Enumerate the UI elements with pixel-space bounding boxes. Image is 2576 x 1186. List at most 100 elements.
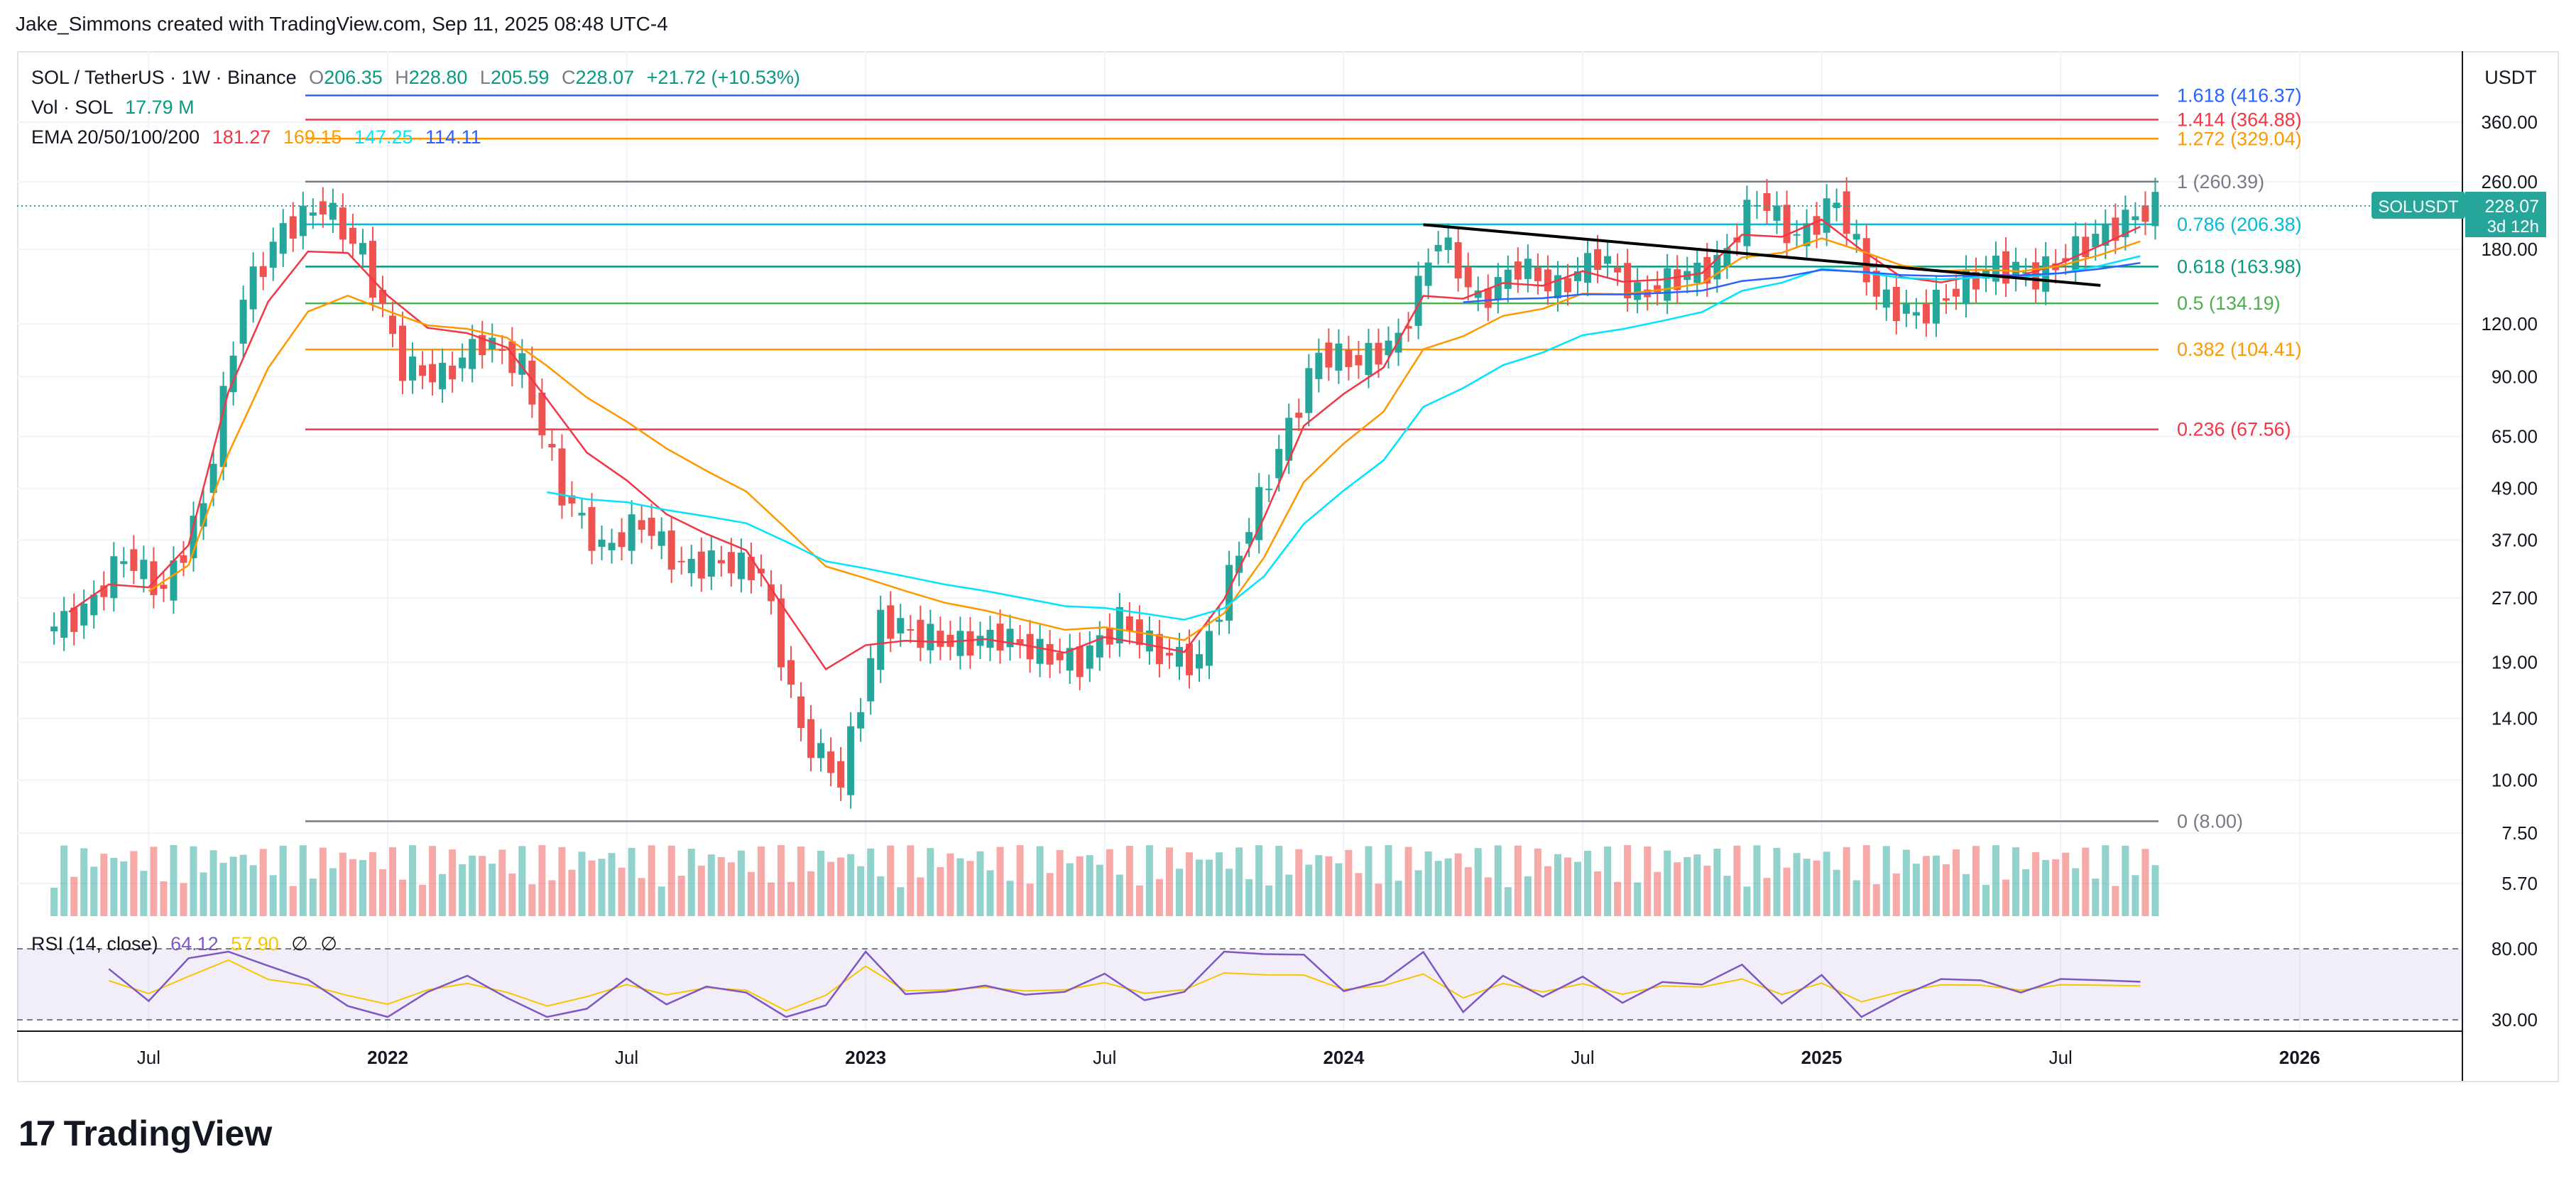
fib-level-label: 1.272 (329.04) <box>2177 128 2302 149</box>
open-label: O <box>309 67 324 88</box>
volume-bar <box>419 884 427 916</box>
candle-body <box>219 386 227 467</box>
volume-bar <box>389 847 397 916</box>
candle-body <box>976 636 984 646</box>
volume-bar <box>588 860 596 916</box>
candle-body <box>1723 248 1731 266</box>
volume-bar <box>1624 845 1632 916</box>
x-tick-label: 2025 <box>1801 1047 1843 1068</box>
volume-bar <box>399 879 407 916</box>
volume-bar <box>1115 874 1123 916</box>
candle-body <box>628 514 635 551</box>
volume-bar <box>219 862 227 916</box>
candle-body <box>1434 244 1442 251</box>
candle-body <box>2012 261 2020 278</box>
candle-body <box>120 561 128 565</box>
candle-body <box>1524 259 1532 279</box>
candle-body <box>1773 205 1781 221</box>
candle-body <box>269 241 277 268</box>
volume-bar <box>1634 882 1642 916</box>
candle-body <box>518 353 526 375</box>
candle-body <box>817 743 825 758</box>
volume-bar <box>1872 884 1880 916</box>
volume-bar <box>1484 877 1492 916</box>
volume-bar <box>657 886 665 916</box>
ema-label[interactable]: EMA 20/50/100/200 <box>31 126 200 148</box>
candle-body <box>289 216 297 239</box>
candle-body <box>548 444 556 448</box>
legend-volume-row: Vol · SOL 17.79 M <box>31 92 800 122</box>
y-tick-label: 260.00 <box>2481 171 2538 192</box>
candle-body <box>1395 332 1402 353</box>
volume-bar <box>449 849 457 916</box>
tradingview-logo[interactable]: 17 TradingView <box>18 1114 272 1153</box>
volume-bar <box>1544 866 1551 916</box>
candle-body <box>1444 237 1452 251</box>
candle-body <box>687 558 695 574</box>
volume-bar <box>827 861 835 916</box>
fib-level-label: 1 (260.39) <box>2177 171 2264 192</box>
x-tick-label: 2022 <box>367 1047 408 1068</box>
volume-bar <box>1882 846 1890 916</box>
volume-bar <box>70 876 78 916</box>
volume-bar <box>1056 849 1064 916</box>
axis-currency-label: USDT <box>2484 67 2537 88</box>
volume-bar <box>946 853 954 916</box>
volume-bar <box>717 856 725 916</box>
volume-bar <box>1932 855 1940 916</box>
volume-bar <box>309 878 317 916</box>
candle-body <box>1494 277 1502 300</box>
candle-body <box>1544 269 1551 292</box>
price-tag-value: 228.07 <box>2485 197 2539 217</box>
volume-bar <box>1783 867 1791 916</box>
candle-body <box>1375 342 1382 365</box>
volume-bar <box>1554 854 1561 916</box>
candle-body <box>1056 653 1064 660</box>
candle-body <box>1385 340 1392 356</box>
volume-bar <box>1674 862 1681 916</box>
candle-body <box>1016 638 1024 646</box>
rsi-label[interactable]: RSI (14, close) <box>31 933 158 954</box>
volume-bar <box>1654 871 1661 916</box>
candle-body <box>1664 268 1671 301</box>
candle-body <box>946 634 954 647</box>
candle-body <box>479 334 486 356</box>
candle-body <box>1912 312 1920 316</box>
close-label: C <box>562 67 576 88</box>
volume-bar <box>489 864 496 916</box>
candle-body <box>1693 262 1701 283</box>
symbol-tag-text: SOLUSDT <box>2378 197 2459 217</box>
volume-bar <box>1773 847 1781 916</box>
volume-bar <box>498 849 506 916</box>
y-tick-label: 5.70 <box>2501 873 2538 894</box>
volume-bar <box>2112 886 2119 916</box>
candle-body <box>558 448 566 506</box>
volume-bar <box>1315 855 1323 916</box>
candle-body <box>937 631 944 647</box>
volume-label[interactable]: Vol · SOL <box>31 97 113 118</box>
candle-body <box>1076 646 1084 678</box>
volume-bar <box>1444 858 1452 916</box>
volume-bar <box>1952 849 1960 916</box>
volume-bar <box>1962 874 1970 916</box>
candle-body <box>767 584 775 602</box>
candle-body <box>200 503 207 527</box>
candle-body <box>1345 349 1353 367</box>
symbol-label[interactable]: SOL / TetherUS · 1W · Binance <box>31 67 297 88</box>
candle-body <box>1484 288 1492 308</box>
candle-body <box>1404 326 1412 329</box>
volume-bar <box>887 845 895 916</box>
candle-body <box>1086 645 1093 669</box>
candle-body <box>309 212 317 216</box>
candle-body <box>1942 298 1950 301</box>
candle-body <box>618 532 626 548</box>
candle-body <box>1862 238 1870 283</box>
volume-bar <box>817 851 825 916</box>
candle-body <box>956 631 964 656</box>
candle-body <box>329 202 337 220</box>
volume-bar <box>677 876 685 916</box>
volume-bar <box>170 845 178 916</box>
volume-bar <box>1664 850 1671 916</box>
chart-frame[interactable] <box>17 51 2559 1082</box>
